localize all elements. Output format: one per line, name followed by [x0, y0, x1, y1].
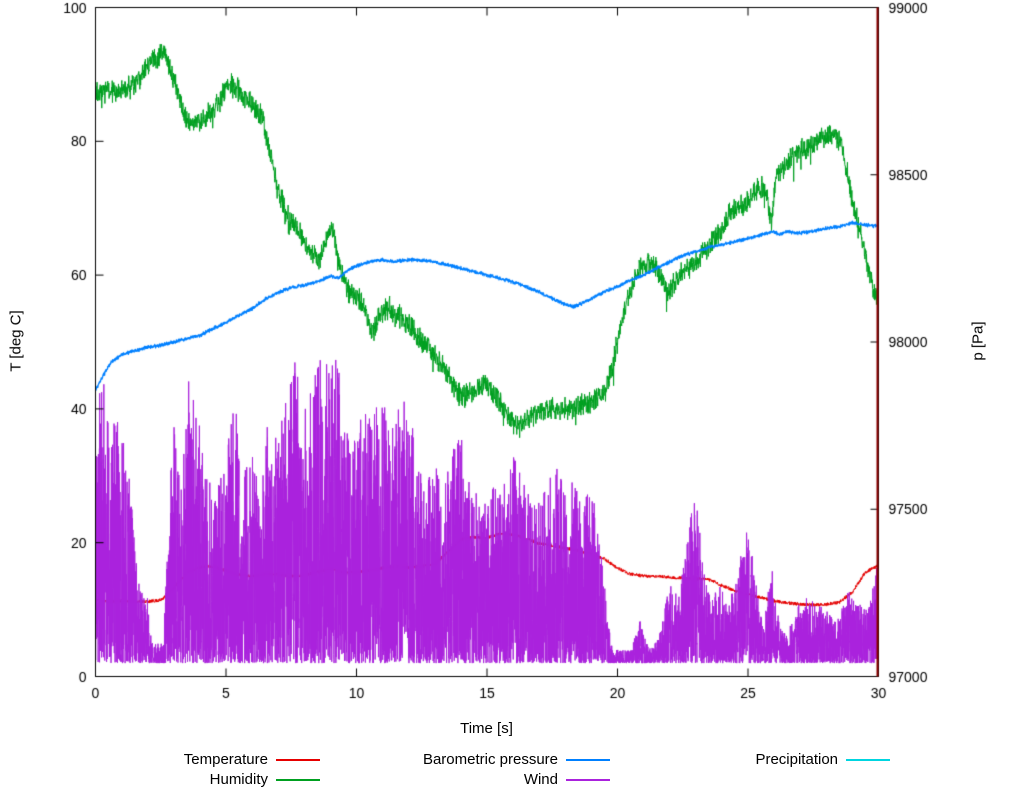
legend-line-wind — [566, 779, 610, 781]
legend-label-wind: Wind — [523, 771, 558, 788]
y-axis-label-right: p [Pa] — [969, 321, 987, 361]
chart-legend: Temperature Barometric pressure Precipit… — [0, 750, 900, 790]
legend-item-barometric-pressure: Barometric pressure — [320, 750, 610, 770]
legend-row-2: Humidity Wind — [0, 770, 900, 790]
legend-label-temperature: Temperature — [183, 751, 268, 768]
legend-item-precipitation: Precipitation — [610, 750, 890, 770]
legend-row-1: Temperature Barometric pressure Precipit… — [0, 750, 900, 770]
legend-line-temperature — [276, 759, 320, 761]
legend-label-precipitation: Precipitation — [755, 751, 838, 768]
legend-item-humidity: Humidity — [0, 770, 320, 790]
legend-label-barometric-pressure: Barometric pressure — [422, 751, 558, 768]
legend-line-humidity — [276, 779, 320, 781]
legend-item-temperature: Temperature — [0, 750, 320, 770]
legend-label-humidity: Humidity — [209, 771, 268, 788]
legend-item-wind: Wind — [320, 770, 610, 790]
x-axis-label: Time [s] — [460, 720, 513, 737]
legend-line-barometric-pressure — [566, 759, 610, 761]
legend-spacer — [610, 770, 890, 790]
y-axis-label-left: T [deg C] — [7, 310, 25, 372]
legend-line-precipitation — [846, 759, 890, 761]
